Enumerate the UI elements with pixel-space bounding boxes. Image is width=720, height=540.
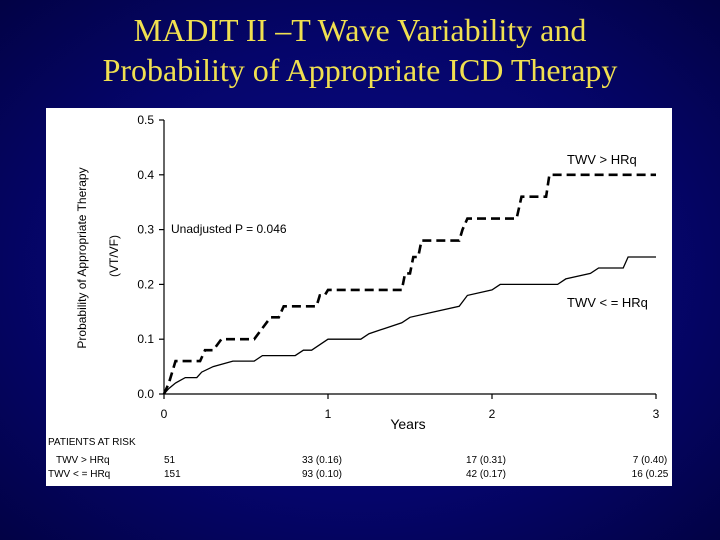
- chart-panel: 0.0 0.1 0.2 0.3 0.4 0.5 0 1 2 3 Probability of A…: [46, 108, 672, 486]
- x-tick-label: 2: [489, 407, 496, 421]
- risk-row-label: TWV < = HRq: [48, 469, 110, 480]
- km-chart: 0.0 0.1 0.2 0.3 0.4 0.5 0 1 2 3 Probability of A…: [48, 113, 669, 480]
- series-line-twv-high: [162, 173, 656, 395]
- y-axis-label-unit: (VT/VF): [107, 235, 121, 277]
- risk-row-label: TWV > HRq: [56, 455, 110, 466]
- risk-values: 51 33 (0.16) 17 (0.31) 7 (0.40) 151 93 (0.10)…: [164, 455, 669, 480]
- x-tick-label: 1: [325, 407, 332, 421]
- title-line-1: MADIT II –T Wave Variability and: [133, 12, 587, 48]
- risk-value: 17 (0.31): [466, 455, 506, 466]
- series-group: [162, 173, 656, 395]
- risk-table-heading: PATIENTS AT RISK: [48, 437, 136, 448]
- risk-value: 42 (0.17): [466, 469, 506, 480]
- risk-value: 16 (0.25: [632, 469, 669, 480]
- y-tick-label: 0.4: [137, 168, 154, 182]
- y-tick-label: 0.3: [137, 223, 154, 237]
- y-axis-label: Probability of Appropriate Therapy: [75, 167, 89, 348]
- risk-value: 51: [164, 455, 176, 466]
- x-ticks: 0 1 2 3: [161, 394, 660, 421]
- risk-value: 151: [164, 469, 181, 480]
- risk-value: 33 (0.16): [302, 455, 342, 466]
- slide-title: MADIT II –T Wave Variability and Probabi…: [0, 10, 720, 90]
- p-value-annotation: Unadjusted P = 0.046: [171, 222, 287, 236]
- y-tick-label: 0.5: [137, 113, 154, 127]
- series-label-low: TWV < = HRq: [567, 295, 648, 310]
- title-line-2: Probability of Appropriate ICD Therapy: [102, 52, 618, 88]
- y-ticks: 0.0 0.1 0.2 0.3 0.4 0.5: [137, 113, 164, 401]
- y-tick-label: 0.2: [137, 277, 154, 291]
- x-axis-label: Years: [390, 416, 425, 432]
- y-tick-label: 0.0: [137, 387, 154, 401]
- risk-value: 7 (0.40): [633, 455, 667, 466]
- series-label-high: TWV > HRq: [567, 152, 637, 167]
- x-tick-label: 3: [653, 407, 660, 421]
- series-line-twv-low: [163, 256, 656, 395]
- x-tick-label: 0: [161, 407, 168, 421]
- y-tick-label: 0.1: [137, 332, 154, 346]
- risk-value: 93 (0.10): [302, 469, 342, 480]
